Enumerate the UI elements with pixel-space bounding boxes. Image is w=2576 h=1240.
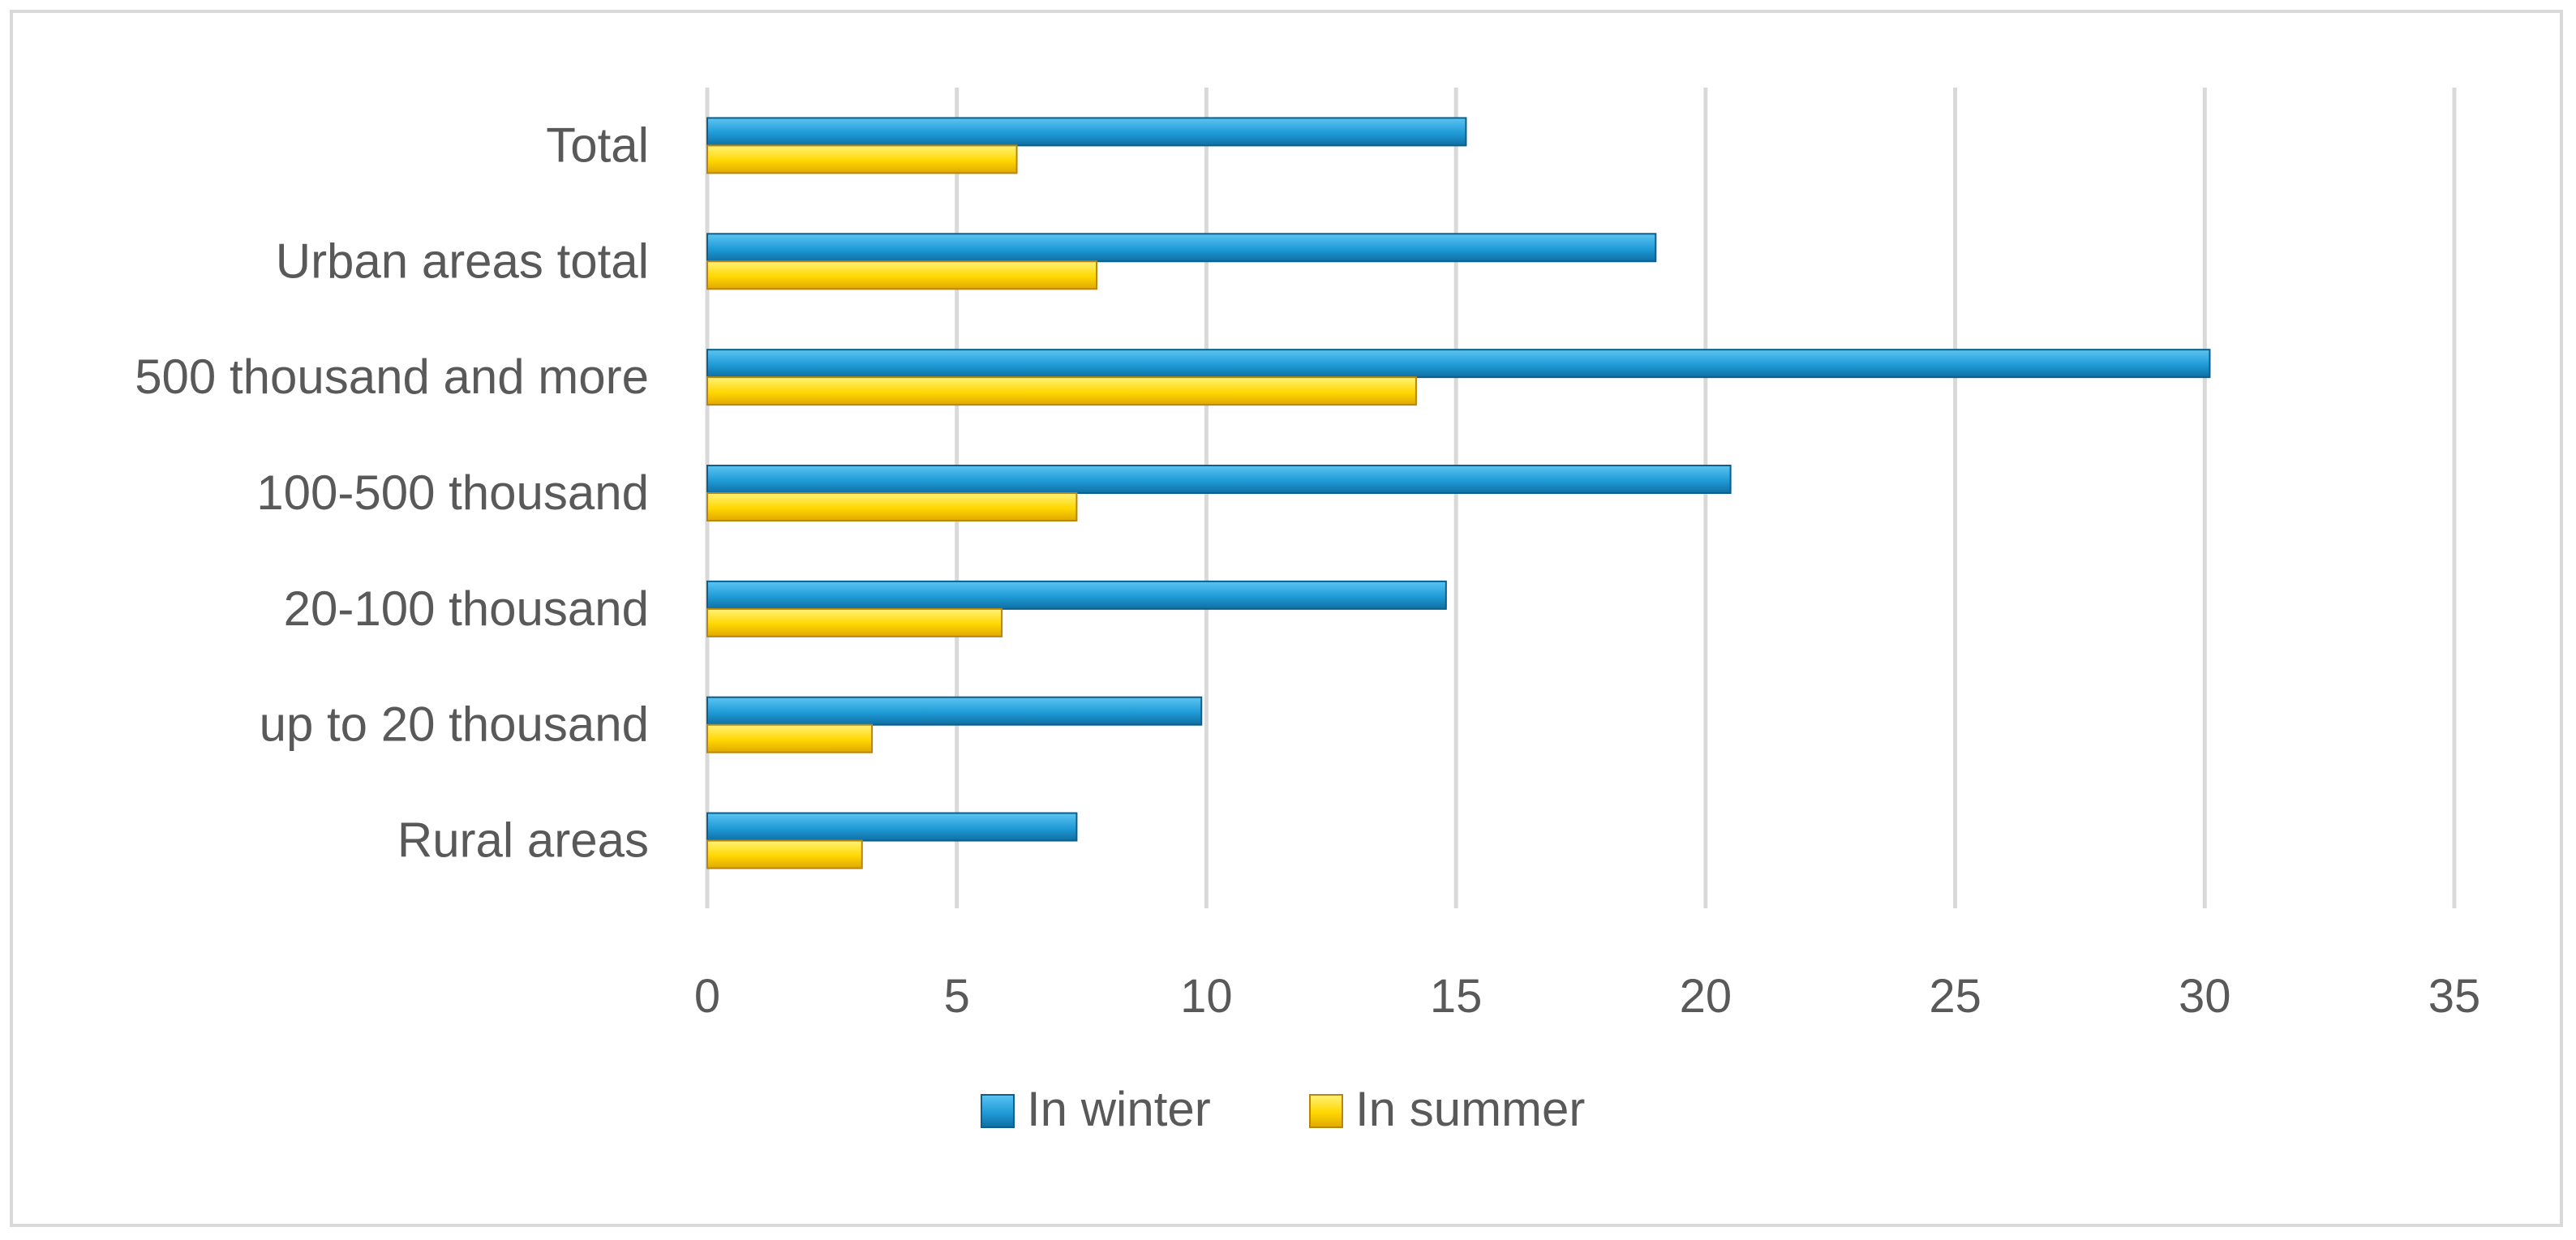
bar-in-winter-6 [706,812,1078,842]
x-tick-label: 35 [2428,970,2481,1023]
category-label: 500 thousand and more [135,350,649,404]
bar-in-winter-1 [706,233,1657,263]
bars [706,117,2211,869]
legend-swatch-in-summer [1309,1094,1343,1128]
legend-swatch-in-winter [981,1094,1015,1128]
x-tick-label: 30 [2179,970,2231,1023]
x-tick-label: 25 [1929,970,1981,1023]
bar-in-winter-4 [706,580,1447,610]
category-label: Total [546,118,649,172]
bar-in-summer-0 [706,144,1018,174]
category-label: up to 20 thousand [260,697,649,752]
bar-in-summer-6 [706,839,863,869]
category-labels: Total Urban areas total 500 thousand and m… [135,118,649,867]
bar-in-winter-5 [706,696,1203,726]
category-label: 20-100 thousand [284,581,649,636]
x-tick-label: 10 [1180,970,1233,1023]
category-label: Rural areas [397,813,649,868]
x-tick-label: 5 [944,970,970,1023]
legend: In winter In summer [981,1082,1585,1136]
x-tick-label: 15 [1430,970,1483,1023]
bar-in-winter-3 [706,465,1732,494]
chart-frame [10,10,2563,1227]
bar-in-winter-2 [706,349,2211,379]
bar-in-summer-2 [706,376,1417,406]
gridlines [705,88,2457,908]
legend-label-in-winter: In winter [1027,1082,1211,1136]
bar-in-summer-1 [706,260,1098,290]
bar-in-winter-0 [706,117,1467,147]
bar-in-summer-4 [706,607,1003,637]
legend-label-in-summer: In summer [1355,1082,1585,1136]
category-label: 100-500 thousand [256,466,649,520]
x-axis-tick-labels: 0 5 10 15 20 25 30 35 [694,970,2480,1023]
x-tick-label: 0 [694,970,720,1023]
bar-in-summer-3 [706,492,1078,521]
bar-in-summer-5 [706,723,874,753]
x-tick-label: 20 [1680,970,1732,1023]
category-label: Urban areas total [276,234,649,288]
